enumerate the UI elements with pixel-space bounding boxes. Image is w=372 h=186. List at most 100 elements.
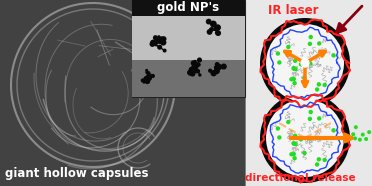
- FancyBboxPatch shape: [132, 0, 245, 97]
- Circle shape: [145, 69, 148, 72]
- Circle shape: [331, 53, 336, 57]
- Circle shape: [293, 142, 298, 146]
- Circle shape: [286, 45, 291, 49]
- Circle shape: [260, 18, 350, 108]
- Circle shape: [293, 134, 297, 138]
- Circle shape: [299, 62, 303, 67]
- Circle shape: [150, 40, 156, 46]
- Circle shape: [364, 137, 368, 141]
- Circle shape: [301, 59, 309, 67]
- Circle shape: [308, 110, 313, 114]
- Circle shape: [292, 152, 296, 156]
- Circle shape: [141, 78, 145, 83]
- FancyBboxPatch shape: [132, 0, 245, 16]
- Circle shape: [286, 120, 291, 124]
- Circle shape: [323, 83, 327, 87]
- Circle shape: [291, 141, 296, 145]
- Circle shape: [291, 66, 296, 70]
- Circle shape: [308, 117, 312, 121]
- Circle shape: [145, 78, 150, 84]
- Circle shape: [358, 138, 362, 142]
- Circle shape: [276, 51, 280, 56]
- Circle shape: [193, 60, 197, 63]
- FancyBboxPatch shape: [132, 16, 245, 60]
- Circle shape: [292, 141, 296, 146]
- Circle shape: [153, 35, 158, 40]
- Circle shape: [299, 137, 303, 142]
- Circle shape: [208, 69, 212, 73]
- Circle shape: [292, 77, 296, 81]
- Circle shape: [260, 93, 350, 183]
- Circle shape: [302, 151, 307, 155]
- Circle shape: [317, 82, 321, 86]
- Circle shape: [215, 25, 221, 31]
- Circle shape: [196, 69, 200, 73]
- Circle shape: [317, 116, 321, 121]
- Circle shape: [154, 43, 158, 46]
- Circle shape: [317, 157, 321, 161]
- Circle shape: [216, 64, 222, 70]
- Circle shape: [293, 67, 298, 71]
- Circle shape: [266, 99, 344, 177]
- Circle shape: [157, 39, 163, 44]
- Circle shape: [353, 136, 357, 140]
- Circle shape: [146, 75, 151, 79]
- Circle shape: [213, 28, 217, 31]
- Circle shape: [191, 65, 196, 70]
- Circle shape: [191, 60, 196, 66]
- Circle shape: [190, 71, 195, 77]
- Circle shape: [189, 67, 194, 72]
- Circle shape: [308, 35, 313, 39]
- Circle shape: [317, 41, 321, 46]
- Circle shape: [315, 87, 319, 92]
- Circle shape: [292, 81, 297, 85]
- Circle shape: [160, 39, 166, 46]
- Circle shape: [266, 24, 344, 102]
- Circle shape: [191, 66, 195, 70]
- Circle shape: [221, 63, 227, 70]
- Circle shape: [163, 49, 167, 53]
- Circle shape: [308, 42, 312, 46]
- Circle shape: [308, 61, 312, 66]
- FancyBboxPatch shape: [0, 0, 245, 186]
- Circle shape: [147, 73, 151, 78]
- Circle shape: [206, 19, 212, 25]
- Circle shape: [292, 66, 296, 71]
- Circle shape: [277, 60, 282, 65]
- Circle shape: [157, 45, 162, 50]
- Circle shape: [192, 65, 197, 69]
- Circle shape: [207, 29, 212, 35]
- Circle shape: [187, 69, 193, 76]
- Circle shape: [289, 152, 294, 156]
- Text: IR laser: IR laser: [268, 4, 318, 17]
- Circle shape: [194, 67, 198, 71]
- Text: directional release: directional release: [245, 173, 355, 183]
- Circle shape: [367, 130, 371, 134]
- Circle shape: [155, 39, 159, 44]
- Circle shape: [323, 158, 327, 162]
- Circle shape: [351, 132, 355, 136]
- Circle shape: [302, 76, 307, 80]
- Circle shape: [215, 30, 221, 36]
- Circle shape: [193, 62, 199, 68]
- Circle shape: [308, 136, 312, 141]
- Circle shape: [361, 133, 365, 137]
- Circle shape: [214, 68, 220, 74]
- Circle shape: [215, 24, 221, 30]
- Circle shape: [142, 80, 146, 84]
- FancyBboxPatch shape: [245, 0, 372, 186]
- Circle shape: [215, 31, 219, 35]
- Circle shape: [146, 75, 152, 81]
- Circle shape: [277, 135, 282, 140]
- Circle shape: [210, 21, 217, 27]
- Circle shape: [209, 27, 214, 32]
- Circle shape: [214, 66, 217, 69]
- Circle shape: [187, 70, 192, 75]
- Circle shape: [161, 36, 167, 42]
- Circle shape: [147, 71, 150, 75]
- Circle shape: [214, 66, 218, 70]
- Circle shape: [151, 74, 155, 78]
- Circle shape: [158, 39, 163, 43]
- Circle shape: [156, 38, 161, 43]
- Circle shape: [157, 35, 160, 38]
